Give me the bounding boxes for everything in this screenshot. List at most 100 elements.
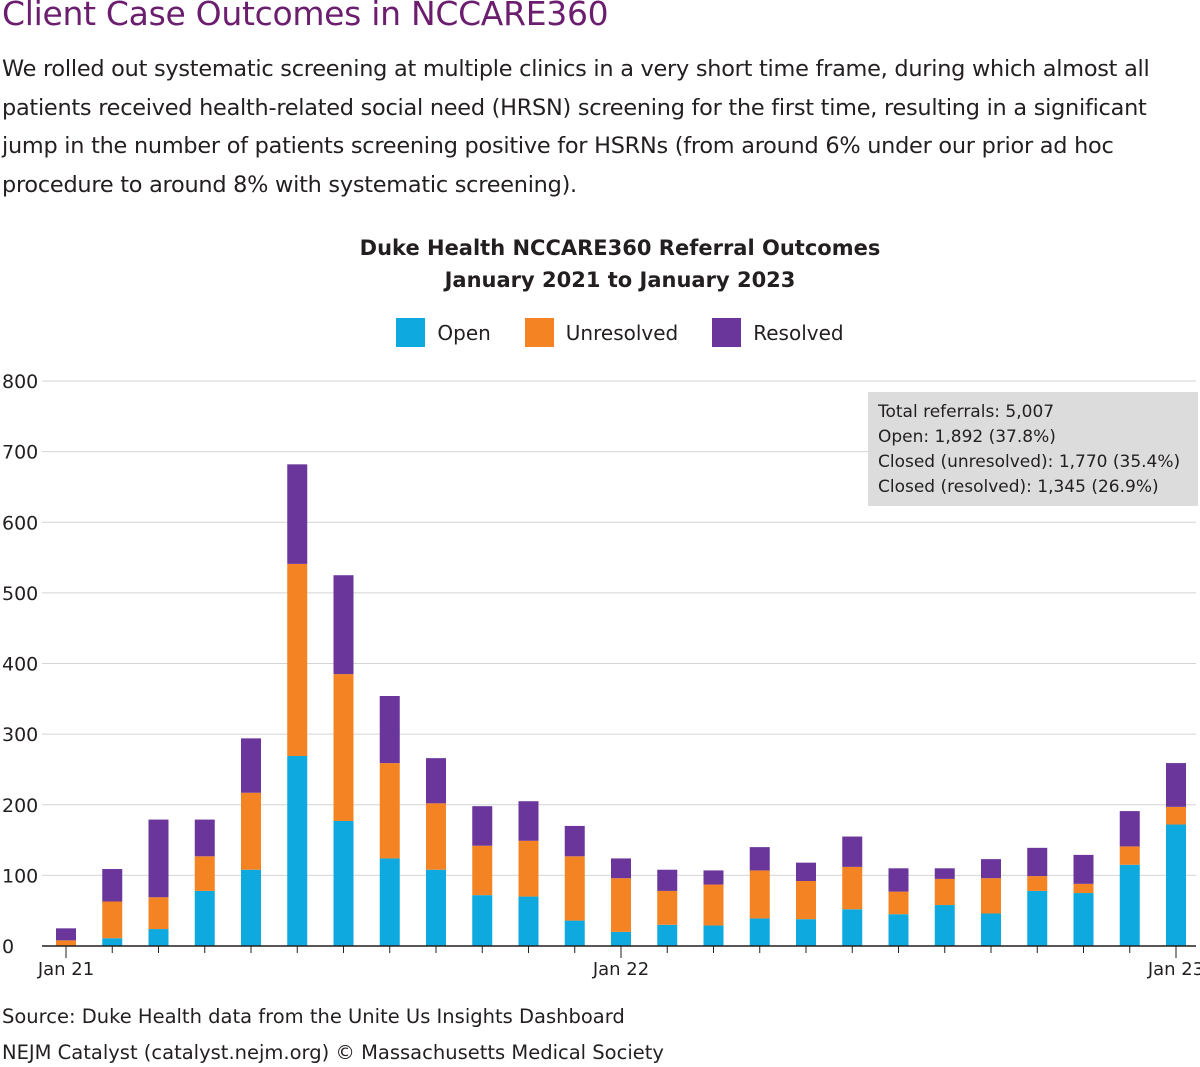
- y-tick-label-300: 300: [2, 724, 38, 746]
- bar-resolved-12: [564, 825, 585, 857]
- bar-open-25: [1166, 824, 1186, 946]
- bar-unresolved-3: [148, 897, 169, 930]
- bar-open-2: [102, 938, 123, 946]
- y-tick-label-400: 400: [2, 654, 38, 676]
- bar-open-8: [379, 858, 400, 946]
- bar-resolved-24: [1119, 811, 1140, 847]
- bar-unresolved-22: [1027, 876, 1048, 891]
- legend-label-resolved: Resolved: [753, 320, 844, 345]
- source-note: Source: Duke Health data from the Unite …: [2, 1005, 625, 1028]
- bar-resolved-7: [333, 575, 354, 675]
- chart-title-line1: Duke Health NCCARE360 Referral Outcomes: [359, 236, 881, 260]
- summary-total: Total referrals: 5,007: [878, 402, 1055, 422]
- bar-unresolved-5: [241, 792, 261, 870]
- bar-open-16: [749, 918, 770, 946]
- bar-resolved-22: [1027, 847, 1048, 877]
- bar-unresolved-14: [657, 890, 678, 925]
- legend-swatch-open: [396, 318, 426, 347]
- bar-unresolved-2: [102, 901, 123, 939]
- bar-unresolved-21: [981, 878, 1001, 914]
- bar-resolved-1: [56, 928, 76, 941]
- summary-box: Total referrals: 5,007 Open: 1,892 (37.8…: [868, 392, 1198, 506]
- bar-unresolved-18: [842, 866, 863, 910]
- bar-resolved-15: [703, 870, 724, 885]
- bar-resolved-5: [241, 738, 261, 793]
- bar-open-15: [703, 925, 724, 946]
- y-tick-label-0: 0: [2, 936, 14, 958]
- bar-unresolved-1: [56, 940, 76, 946]
- summary-resolved: Closed (resolved): 1,345 (26.9%): [878, 477, 1159, 497]
- bar-resolved-21: [981, 859, 1001, 879]
- bar-open-4: [194, 890, 215, 946]
- page-title: Client Case Outcomes in NCCARE360: [2, 0, 609, 33]
- bar-resolved-2: [102, 869, 123, 902]
- bar-open-12: [564, 920, 585, 946]
- bar-resolved-16: [749, 847, 770, 871]
- bar-resolved-8: [379, 695, 400, 764]
- x-tick-label-jan-21: Jan 21: [37, 959, 94, 980]
- bar-unresolved-10: [472, 845, 493, 896]
- summary-open: Open: 1,892 (37.8%): [878, 427, 1056, 447]
- bar-unresolved-25: [1166, 806, 1186, 825]
- y-tick-label-500: 500: [2, 583, 38, 605]
- bar-unresolved-11: [518, 840, 539, 897]
- bar-unresolved-16: [749, 870, 770, 919]
- bar-open-14: [657, 924, 678, 946]
- legend-label-open: Open: [437, 320, 491, 345]
- bar-open-22: [1027, 890, 1048, 946]
- bar-resolved-23: [1073, 854, 1094, 884]
- bar-open-3: [148, 929, 169, 946]
- legend-swatch-resolved: [712, 318, 742, 347]
- bar-open-11: [518, 896, 539, 946]
- bar-resolved-14: [657, 869, 678, 891]
- y-tick-label-800: 800: [2, 371, 38, 393]
- bar-resolved-4: [194, 819, 215, 857]
- bar-resolved-25: [1166, 763, 1186, 807]
- legend-item-unresolved: Unresolved: [524, 318, 679, 347]
- intro-paragraph: We rolled out systematic screening at mu…: [2, 56, 1150, 198]
- y-tick-label-700: 700: [2, 442, 38, 464]
- bar-unresolved-23: [1073, 883, 1094, 894]
- bar-unresolved-19: [888, 891, 909, 915]
- bar-open-10: [472, 895, 493, 946]
- credit-note: NEJM Catalyst (catalyst.nejm.org) © Mass…: [2, 1041, 664, 1064]
- bar-unresolved-6: [287, 563, 308, 757]
- y-tick-label-200: 200: [2, 795, 38, 817]
- bar-resolved-18: [842, 836, 863, 867]
- bar-open-24: [1119, 864, 1140, 946]
- legend-label-unresolved: Unresolved: [565, 320, 679, 345]
- bar-unresolved-12: [564, 856, 585, 921]
- bar-open-18: [842, 909, 863, 946]
- bar-open-9: [426, 869, 446, 946]
- bar-unresolved-4: [194, 856, 215, 891]
- bar-unresolved-9: [426, 803, 446, 870]
- bar-unresolved-17: [796, 881, 816, 920]
- chart-title-line2: January 2021 to January 2023: [444, 268, 796, 292]
- bar-unresolved-7: [333, 674, 354, 821]
- bar-resolved-3: [148, 819, 169, 898]
- bar-open-5: [241, 869, 261, 946]
- bar-resolved-13: [611, 858, 631, 879]
- bar-unresolved-13: [611, 878, 631, 932]
- bar-resolved-19: [888, 868, 909, 892]
- bar-unresolved-24: [1119, 846, 1140, 865]
- bar-resolved-17: [796, 862, 816, 882]
- y-tick-label-100: 100: [2, 865, 38, 887]
- bar-open-19: [888, 914, 909, 946]
- bar-unresolved-8: [379, 763, 400, 859]
- legend-item-open: Open: [396, 318, 491, 347]
- x-tick-label-jan-23: Jan 23: [1147, 959, 1200, 980]
- summary-unresolved: Closed (unresolved): 1,770 (35.4%): [878, 452, 1181, 472]
- bar-open-13: [611, 931, 631, 946]
- chart-legend: Open Unresolved Resolved: [0, 318, 1200, 347]
- bar-resolved-9: [426, 758, 446, 804]
- bar-resolved-11: [518, 801, 539, 841]
- legend-item-resolved: Resolved: [712, 318, 844, 347]
- bar-resolved-6: [287, 464, 308, 564]
- bar-unresolved-20: [934, 878, 955, 906]
- x-tick-label-jan-22: Jan 22: [592, 959, 649, 980]
- bar-open-20: [934, 905, 955, 946]
- bar-open-23: [1073, 893, 1094, 946]
- bar-resolved-20: [934, 868, 955, 879]
- bar-open-21: [981, 913, 1001, 946]
